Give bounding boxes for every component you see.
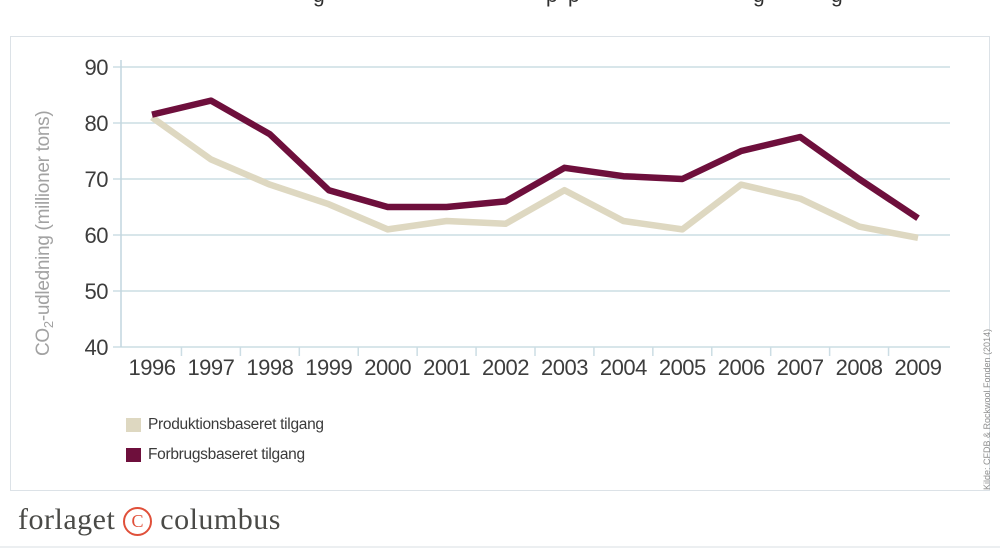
legend-label: Forbrugsbaseret tilgang [148, 446, 305, 463]
title-fragment: g [313, 0, 325, 8]
x-tick-label: 2000 [364, 355, 411, 380]
series-line-production [150, 114, 919, 241]
y-axis-title-prefix: CO [33, 328, 54, 356]
source-note: Kilde: CFDB & Rockwool Fonden (2014) [982, 328, 992, 490]
y-tick-label: 70 [85, 167, 109, 192]
x-tick-label: 2008 [836, 355, 883, 380]
legend-label: Produktionsbaseret tilgang [148, 416, 324, 433]
legend: Produktionsbaseret tilgang Forbrugsbaser… [126, 410, 324, 470]
y-axis-title-rest: -udledning (millioner tons) [33, 110, 54, 322]
logo-word-columbus: columbus [160, 503, 281, 536]
title-fragment: g [753, 0, 765, 8]
legend-swatch-production [126, 418, 141, 432]
x-tick-label: 2009 [895, 355, 942, 380]
title-fragment: p [546, 0, 558, 8]
x-tick-label: 1999 [305, 355, 352, 380]
y-axis-title: CO2-udledning (millioner tons) [33, 111, 56, 356]
y-tick-label: 50 [85, 279, 109, 304]
copyright-circle-icon: C [123, 506, 153, 536]
title-fragment: p [568, 0, 580, 8]
x-tick-label: 1998 [246, 355, 293, 380]
legend-item-consumption: Forbrugsbaseret tilgang [126, 440, 324, 470]
x-tick-label: 2003 [541, 355, 588, 380]
y-tick-label: 60 [85, 223, 109, 248]
publisher-logo: forlaget C columbus [18, 503, 281, 537]
x-tick-label: 2002 [482, 355, 529, 380]
x-tick-label: 2007 [777, 355, 824, 380]
y-tick-label: 80 [85, 111, 109, 136]
cropped-title-fragments: g p p g g [0, 0, 1000, 8]
legend-swatch-consumption [126, 448, 141, 462]
bottom-edge-divider [0, 546, 1000, 548]
x-tick-label: 1996 [129, 355, 176, 380]
y-tick-label: 90 [85, 55, 109, 80]
series-line-consumption [151, 97, 920, 221]
x-tick-label: 2004 [600, 355, 647, 380]
x-tick-label: 1997 [187, 355, 234, 380]
y-tick-label: 40 [85, 335, 109, 360]
x-tick-label: 2005 [659, 355, 706, 380]
x-tick-label: 2001 [423, 355, 470, 380]
y-axis-title-subscript: 2 [41, 321, 56, 329]
logo-word-forlaget: forlaget [18, 503, 116, 536]
legend-item-production: Produktionsbaseret tilgang [126, 410, 324, 440]
title-fragment: g [831, 0, 843, 8]
x-tick-label: 2006 [718, 355, 765, 380]
